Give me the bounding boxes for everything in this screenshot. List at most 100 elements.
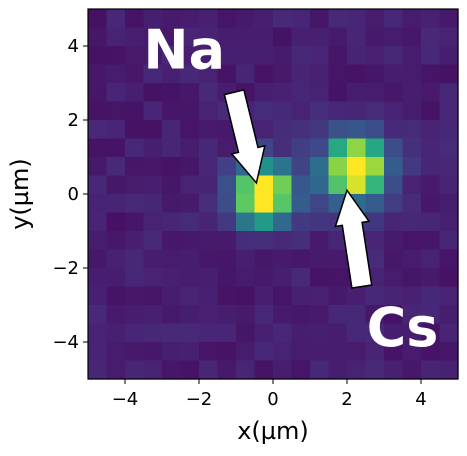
heatmap-cell: [254, 175, 274, 195]
heatmap-cell: [88, 268, 108, 288]
heatmap-cell: [421, 286, 441, 306]
heatmap-cell: [328, 9, 348, 29]
heatmap-cell: [125, 175, 145, 195]
heatmap-cell: [106, 9, 126, 29]
heatmap-cell: [180, 83, 200, 103]
heatmap-cell: [88, 83, 108, 103]
heatmap-cell: [347, 83, 367, 103]
heatmap-cell: [439, 101, 459, 121]
heatmap-cell: [199, 249, 219, 269]
heatmap-cell: [365, 46, 385, 66]
heatmap-cell: [88, 342, 108, 362]
heatmap-cell: [199, 194, 219, 214]
heatmap-cell: [125, 305, 145, 325]
heatmap-cell: [347, 27, 367, 47]
heatmap-cell: [236, 342, 256, 362]
heatmap-cell: [217, 212, 237, 232]
heatmap-cell: [421, 101, 441, 121]
heatmap-cell: [217, 64, 237, 84]
heatmap-cell: [365, 27, 385, 47]
heatmap-cell: [106, 46, 126, 66]
heatmap-cell: [439, 138, 459, 158]
heatmap-cell: [162, 175, 182, 195]
heatmap-cell: [106, 360, 126, 380]
heatmap-cell: [421, 64, 441, 84]
heatmap-cell: [143, 212, 163, 232]
heatmap-cell: [365, 83, 385, 103]
heatmap-cell: [143, 83, 163, 103]
heatmap-cell: [217, 231, 237, 251]
heatmap-cell: [421, 194, 441, 214]
heatmap-cell: [328, 64, 348, 84]
heatmap-cell: [421, 212, 441, 232]
heatmap-cell: [328, 138, 348, 158]
heatmap-cell: [310, 268, 330, 288]
heatmap-cell: [88, 46, 108, 66]
heatmap-cell: [254, 342, 274, 362]
heatmap-cell: [402, 27, 422, 47]
heatmap-cell: [88, 305, 108, 325]
heatmap-cell: [88, 27, 108, 47]
heatmap-cell: [106, 64, 126, 84]
heatmap-cell: [199, 268, 219, 288]
heatmap-cell: [310, 194, 330, 214]
heatmap-cell: [162, 360, 182, 380]
heatmap-cell: [365, 231, 385, 251]
heatmap-cell: [291, 360, 311, 380]
heatmap-cell: [106, 342, 126, 362]
heatmap-cell: [254, 360, 274, 380]
heatmap-cell: [217, 194, 237, 214]
heatmap-cell: [402, 212, 422, 232]
heatmap-cell: [143, 268, 163, 288]
heatmap-cell: [88, 286, 108, 306]
heatmap-cell: [143, 194, 163, 214]
heatmap-cell: [236, 305, 256, 325]
heatmap-cell: [421, 175, 441, 195]
heatmap-cell: [310, 27, 330, 47]
heatmap-cell: [273, 83, 293, 103]
heatmap-cell: [217, 138, 237, 158]
heatmap-cell: [421, 360, 441, 380]
heatmap-cell: [273, 157, 293, 177]
heatmap-cell: [291, 231, 311, 251]
heatmap-cell: [421, 342, 441, 362]
heatmap-cell: [162, 46, 182, 66]
heatmap-cell: [291, 342, 311, 362]
heatmap-cell: [143, 286, 163, 306]
heatmap-cell: [273, 249, 293, 269]
heatmap-cell: [88, 360, 108, 380]
x-axis-ticks: −4 −2 0 2 4: [112, 379, 427, 410]
heatmap-cell: [180, 231, 200, 251]
heatmap-cell: [180, 9, 200, 29]
heatmap-cell: [162, 305, 182, 325]
heatmap-cell: [143, 27, 163, 47]
heatmap-cell: [162, 83, 182, 103]
heatmap-cell: [402, 194, 422, 214]
y-tick-label: −2: [52, 258, 79, 279]
heatmap-cell: [328, 231, 348, 251]
heatmap-cell: [384, 138, 404, 158]
heatmap-cell: [143, 157, 163, 177]
heatmap-cell: [236, 231, 256, 251]
heatmap-cell: [384, 305, 404, 325]
heatmap-cell: [328, 27, 348, 47]
heatmap-cell: [106, 101, 126, 121]
heatmap-cell: [125, 9, 145, 29]
heatmap-cell: [291, 175, 311, 195]
heatmap-cell: [291, 194, 311, 214]
heatmap-cell: [291, 305, 311, 325]
heatmap-cell: [384, 212, 404, 232]
heatmap-cell: [310, 64, 330, 84]
heatmap-cell: [402, 9, 422, 29]
heatmap-cell: [273, 64, 293, 84]
heatmap-cell: [273, 342, 293, 362]
heatmap-cell: [162, 286, 182, 306]
heatmap-cell: [162, 231, 182, 251]
heatmap-cell: [328, 101, 348, 121]
heatmap-cell: [273, 138, 293, 158]
heatmap-cell: [217, 360, 237, 380]
heatmap-cell: [273, 305, 293, 325]
heatmap-cell: [439, 175, 459, 195]
heatmap-cell: [236, 46, 256, 66]
